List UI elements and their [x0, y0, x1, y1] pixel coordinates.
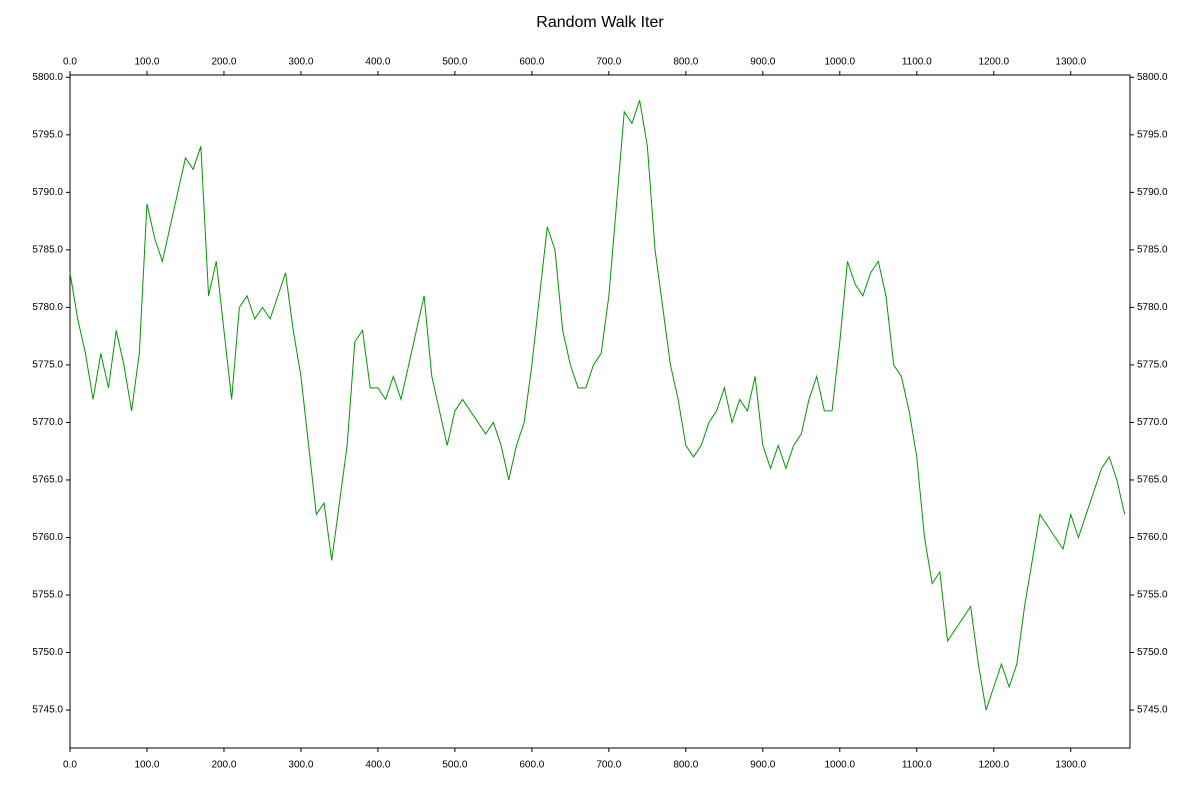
- x-tick-label: 500.0: [442, 760, 467, 771]
- x-tick-label-top: 800.0: [673, 57, 698, 68]
- x-tick-label: 700.0: [596, 760, 621, 771]
- x-tick-label-top: 200.0: [211, 57, 236, 68]
- x-tick-label: 1000.0: [824, 760, 855, 771]
- x-tick-label-top: 1200.0: [978, 57, 1009, 68]
- x-tick-label-top: 0.0: [63, 57, 77, 68]
- y-tick-label: 5760.0: [32, 532, 63, 543]
- y-tick-label-right: 5775.0: [1137, 360, 1168, 371]
- y-tick-label: 5775.0: [32, 360, 63, 371]
- x-tick-label: 800.0: [673, 760, 698, 771]
- y-tick-label-right: 5765.0: [1137, 475, 1168, 486]
- y-tick-label: 5790.0: [32, 187, 63, 198]
- x-tick-label-top: 300.0: [288, 57, 313, 68]
- y-tick-label: 5750.0: [32, 647, 63, 658]
- y-tick-label: 5785.0: [32, 245, 63, 256]
- y-tick-label-right: 5795.0: [1137, 129, 1168, 140]
- y-tick-label: 5780.0: [32, 302, 63, 313]
- x-tick-label: 400.0: [365, 760, 390, 771]
- x-tick-label: 600.0: [519, 760, 544, 771]
- plot-frame: [69, 74, 1131, 749]
- y-tick-label-right: 5780.0: [1137, 302, 1168, 313]
- x-tick-label-top: 400.0: [365, 57, 390, 68]
- x-tick-label: 900.0: [750, 760, 775, 771]
- y-tick-label: 5765.0: [32, 475, 63, 486]
- x-tick-label-top: 1000.0: [824, 57, 855, 68]
- x-tick-label: 100.0: [134, 760, 159, 771]
- x-tick-label-top: 900.0: [750, 57, 775, 68]
- x-tick-label-top: 600.0: [519, 57, 544, 68]
- x-tick-label: 1300.0: [1055, 760, 1086, 771]
- x-tick-label: 1200.0: [978, 760, 1009, 771]
- x-tick-label: 0.0: [63, 760, 77, 771]
- chart-title: Random Walk Iter: [536, 14, 664, 31]
- y-tick-label-right: 5745.0: [1137, 705, 1168, 716]
- y-tick-label-right: 5760.0: [1137, 532, 1168, 543]
- y-tick-label: 5745.0: [32, 705, 63, 716]
- x-tick-label-top: 500.0: [442, 57, 467, 68]
- x-tick-label-top: 100.0: [134, 57, 159, 68]
- y-tick-label: 5795.0: [32, 129, 63, 140]
- x-tick-label-top: 1300.0: [1055, 57, 1086, 68]
- y-tick-label: 5770.0: [32, 417, 63, 428]
- x-tick-label: 300.0: [288, 760, 313, 771]
- x-tick-label-top: 1100.0: [902, 57, 932, 68]
- y-tick-label: 5800.0: [32, 72, 63, 83]
- y-tick-label-right: 5790.0: [1137, 187, 1168, 198]
- y-tick-label-right: 5770.0: [1137, 417, 1168, 428]
- y-tick-label-right: 5800.0: [1137, 72, 1168, 83]
- x-tick-label: 1100.0: [902, 760, 932, 771]
- y-tick-label-right: 5785.0: [1137, 245, 1168, 256]
- x-tick-label-top: 700.0: [596, 57, 621, 68]
- y-tick-label-right: 5750.0: [1137, 647, 1168, 658]
- x-tick-label: 200.0: [211, 760, 236, 771]
- y-tick-label: 5755.0: [32, 590, 63, 601]
- y-tick-label-right: 5755.0: [1137, 590, 1168, 601]
- data-line: [69, 100, 1126, 711]
